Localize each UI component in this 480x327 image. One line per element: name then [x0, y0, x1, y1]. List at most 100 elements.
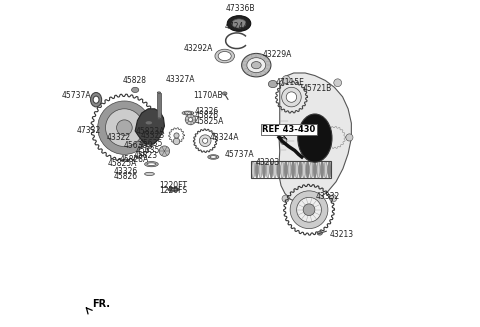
Text: 43213: 43213: [330, 230, 354, 239]
Circle shape: [297, 198, 322, 222]
Ellipse shape: [232, 19, 246, 28]
Circle shape: [286, 92, 297, 102]
Ellipse shape: [302, 161, 305, 178]
Text: 43292A: 43292A: [184, 44, 213, 53]
Ellipse shape: [328, 161, 331, 178]
Circle shape: [117, 120, 132, 135]
Ellipse shape: [215, 49, 234, 63]
Ellipse shape: [157, 92, 160, 93]
Ellipse shape: [252, 161, 255, 178]
Ellipse shape: [241, 53, 271, 77]
Ellipse shape: [145, 144, 153, 147]
Ellipse shape: [93, 96, 99, 103]
Circle shape: [280, 138, 287, 145]
Text: 43322: 43322: [107, 133, 131, 142]
Circle shape: [290, 191, 328, 229]
Ellipse shape: [321, 161, 324, 178]
Text: 43324A: 43324A: [210, 133, 240, 142]
Circle shape: [334, 79, 342, 87]
Bar: [157, 93, 160, 119]
Ellipse shape: [222, 92, 227, 95]
Ellipse shape: [266, 161, 269, 178]
Ellipse shape: [247, 58, 266, 73]
Ellipse shape: [259, 161, 262, 178]
Text: 43326: 43326: [113, 167, 137, 177]
Ellipse shape: [218, 51, 231, 60]
Circle shape: [173, 138, 180, 145]
Ellipse shape: [144, 172, 155, 176]
Ellipse shape: [263, 161, 265, 178]
Text: 43327A: 43327A: [166, 75, 195, 84]
Ellipse shape: [147, 163, 156, 165]
Text: 45823A: 45823A: [136, 127, 165, 136]
Circle shape: [282, 87, 301, 107]
Text: 45826: 45826: [113, 172, 137, 181]
Circle shape: [346, 134, 353, 141]
Bar: [252, 161, 331, 178]
Ellipse shape: [299, 161, 302, 178]
Ellipse shape: [255, 161, 258, 178]
Ellipse shape: [317, 161, 320, 178]
Text: FR.: FR.: [92, 299, 110, 309]
Text: 1170AB: 1170AB: [193, 91, 223, 100]
Ellipse shape: [317, 231, 323, 235]
Text: 45825A: 45825A: [195, 117, 225, 126]
Text: 43332: 43332: [315, 192, 340, 200]
Text: 45635: 45635: [135, 146, 159, 155]
Circle shape: [303, 204, 315, 215]
Ellipse shape: [168, 188, 180, 192]
Text: 43229A: 43229A: [263, 50, 292, 59]
Text: 45826: 45826: [195, 111, 219, 120]
Ellipse shape: [170, 189, 177, 191]
Ellipse shape: [132, 87, 139, 93]
Ellipse shape: [210, 156, 216, 158]
Text: 45737A: 45737A: [224, 150, 254, 159]
Text: 43326: 43326: [195, 107, 219, 116]
Circle shape: [189, 118, 192, 122]
Circle shape: [282, 195, 289, 202]
Circle shape: [330, 195, 336, 202]
Text: 45828: 45828: [122, 76, 146, 85]
Ellipse shape: [274, 161, 276, 178]
Ellipse shape: [281, 161, 284, 178]
Ellipse shape: [208, 155, 219, 159]
Text: 43203: 43203: [256, 158, 280, 167]
Text: 1220FT: 1220FT: [159, 181, 187, 190]
Ellipse shape: [295, 161, 298, 178]
Text: 45737A: 45737A: [61, 91, 91, 100]
Text: 45823: 45823: [134, 150, 158, 160]
Ellipse shape: [288, 161, 291, 178]
Text: 45828A: 45828A: [120, 155, 149, 164]
Ellipse shape: [228, 16, 251, 31]
Ellipse shape: [298, 114, 332, 162]
Ellipse shape: [91, 93, 102, 107]
Ellipse shape: [145, 121, 152, 125]
Polygon shape: [135, 109, 165, 145]
Ellipse shape: [157, 118, 160, 119]
Text: 47244: 47244: [225, 22, 249, 31]
Ellipse shape: [144, 162, 158, 167]
Ellipse shape: [324, 161, 327, 178]
Circle shape: [106, 109, 144, 146]
Text: 45825A: 45825A: [108, 159, 137, 168]
Ellipse shape: [252, 61, 261, 69]
Text: 45635: 45635: [138, 139, 163, 148]
Text: 1220FS: 1220FS: [159, 186, 187, 195]
Ellipse shape: [268, 80, 277, 88]
Ellipse shape: [270, 161, 273, 178]
Ellipse shape: [291, 161, 295, 178]
Circle shape: [282, 76, 290, 83]
Circle shape: [98, 101, 151, 154]
Ellipse shape: [310, 161, 313, 178]
Circle shape: [199, 135, 211, 146]
Text: 47332: 47332: [76, 127, 101, 135]
Text: 47336B: 47336B: [225, 4, 255, 13]
Text: 45721B: 45721B: [302, 84, 332, 93]
Circle shape: [159, 146, 169, 156]
Circle shape: [174, 133, 179, 138]
Ellipse shape: [313, 161, 316, 178]
Text: 43323: 43323: [141, 131, 165, 140]
Ellipse shape: [147, 144, 151, 146]
Ellipse shape: [284, 161, 288, 178]
Text: REF 43-430: REF 43-430: [262, 125, 315, 134]
